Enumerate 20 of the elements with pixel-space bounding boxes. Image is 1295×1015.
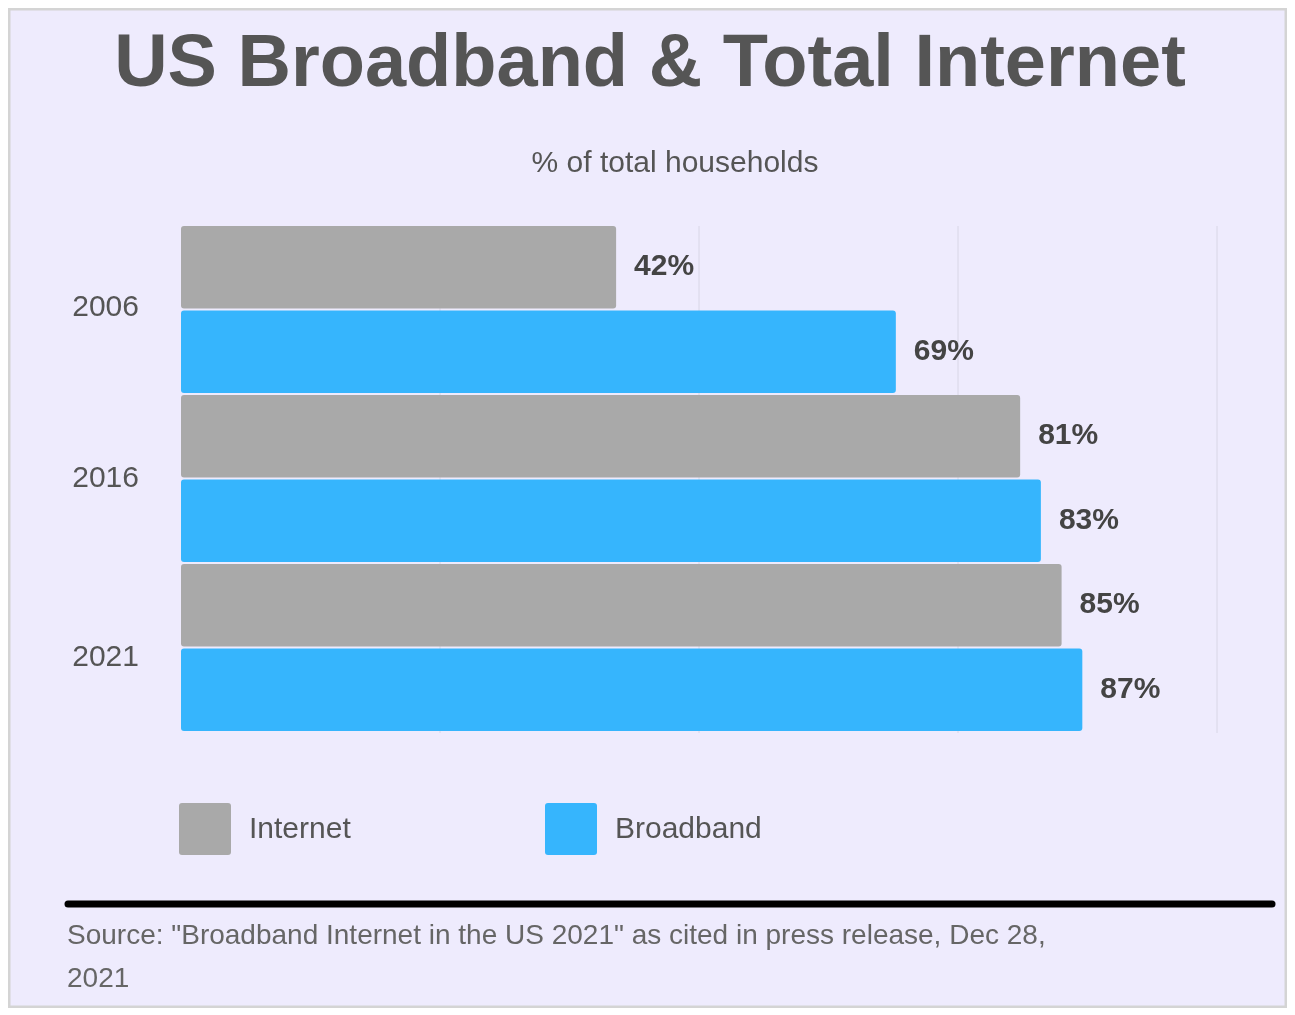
data-label: 83% xyxy=(1058,501,1119,535)
data-label: 69% xyxy=(913,332,974,366)
bar xyxy=(181,648,1083,731)
bar xyxy=(181,395,1021,478)
data-label: 85% xyxy=(1079,586,1140,620)
bar xyxy=(181,564,1062,647)
chart-subtitle: % of total households xyxy=(531,145,819,178)
bar xyxy=(181,479,1041,562)
bar xyxy=(181,226,617,309)
chart-title: US Broadband & Total Internet xyxy=(114,19,1186,102)
data-label: 81% xyxy=(1038,417,1099,451)
legend-label: Broadband xyxy=(615,810,762,844)
bar xyxy=(181,310,896,393)
data-label: 87% xyxy=(1100,670,1161,704)
y-tick-label: 2016 xyxy=(72,460,139,494)
y-tick-label: 2021 xyxy=(72,639,139,673)
legend-label: Internet xyxy=(249,810,352,844)
y-tick-label: 2006 xyxy=(72,289,139,323)
source-note: Source: "Broadband Internet in the US 2021" as cited in press release, Dec 28, 2021 xyxy=(67,919,1046,993)
data-label: 42% xyxy=(634,248,695,282)
